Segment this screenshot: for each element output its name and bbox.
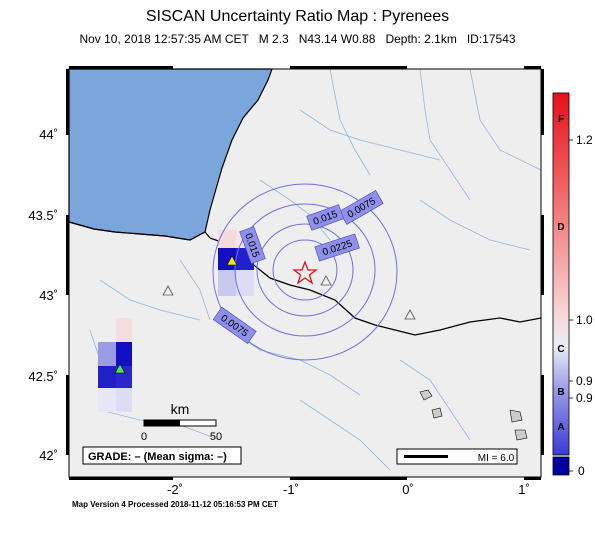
scale-title: km xyxy=(171,401,190,417)
contour-lines xyxy=(212,183,398,361)
lat-label: 43.5˚ xyxy=(28,208,58,223)
epicenter-star-icon xyxy=(292,260,318,285)
scale-bar-fill xyxy=(144,420,180,426)
coastline xyxy=(68,221,211,241)
station-triangle-icon xyxy=(404,309,416,320)
contour-label-bg xyxy=(306,204,345,231)
lon-label: 0˚ xyxy=(402,482,414,497)
islands xyxy=(419,389,528,441)
scale-min: 0 xyxy=(141,431,147,443)
colorbar-letter: B xyxy=(557,387,564,398)
station-triangle-icon xyxy=(114,363,126,374)
map-title: SISCAN Uncertainty Ratio Map : Pyrenees xyxy=(145,8,450,25)
station-triangle-icon xyxy=(162,285,174,296)
mi-text: MI = 6.0 xyxy=(478,453,515,464)
colorbar-ticks xyxy=(569,139,573,472)
event-location: N43.14 W0.88 xyxy=(298,32,376,46)
lon-label: -1˚ xyxy=(283,482,299,497)
colorbar-value: 0.9 xyxy=(576,374,593,388)
colorbar-zero-swatch xyxy=(552,456,570,476)
lat-label: 43˚ xyxy=(39,288,58,303)
colorbar-value: 0.9 xyxy=(576,391,593,405)
grade-box xyxy=(82,446,242,465)
colorbar-value: 0 xyxy=(578,464,585,478)
station-triangle-icon xyxy=(320,275,332,286)
colorbar-letter: F xyxy=(558,114,564,125)
lat-label: 42.5˚ xyxy=(28,369,58,384)
contour-label-bg xyxy=(314,233,360,262)
event-magnitude: M 2.3 xyxy=(258,32,289,46)
lat-label: 42˚ xyxy=(39,448,58,463)
colorbar-letter: A xyxy=(557,422,564,433)
mi-box xyxy=(396,448,518,465)
station-triangle-icon xyxy=(226,255,238,266)
lon-label: -2˚ xyxy=(167,482,183,497)
event-date: Nov 10, 2018 12:57:35 AM CET xyxy=(79,32,249,46)
colorbar-letter: D xyxy=(557,222,564,233)
colorbar-letter: C xyxy=(557,344,564,355)
mi-line xyxy=(404,455,448,458)
frame-ticks xyxy=(66,66,544,480)
lat-label: 44˚ xyxy=(39,127,58,142)
colorbar-value: 1.2 xyxy=(576,133,593,147)
country-border xyxy=(209,237,542,336)
event-depth: Depth: 2.1km xyxy=(385,32,457,46)
colorbar-value: 1.0 xyxy=(576,313,593,327)
event-info: Nov 10, 2018 12:57:35 AM CET M 2.3 N43.1… xyxy=(0,32,595,46)
event-id: ID:17543 xyxy=(466,32,516,46)
colorbar xyxy=(552,92,570,456)
map-footer: Map Version 4 Processed 2018-11-12 05:16… xyxy=(72,500,278,509)
grade-text: GRADE: – (Mean sigma: –) xyxy=(88,451,227,463)
contour-label-bg xyxy=(212,306,257,345)
station-markers xyxy=(114,255,416,374)
scale-max: 50 xyxy=(210,431,222,443)
contour-label-bg xyxy=(239,226,266,265)
lon-label: 1˚ xyxy=(518,482,530,497)
